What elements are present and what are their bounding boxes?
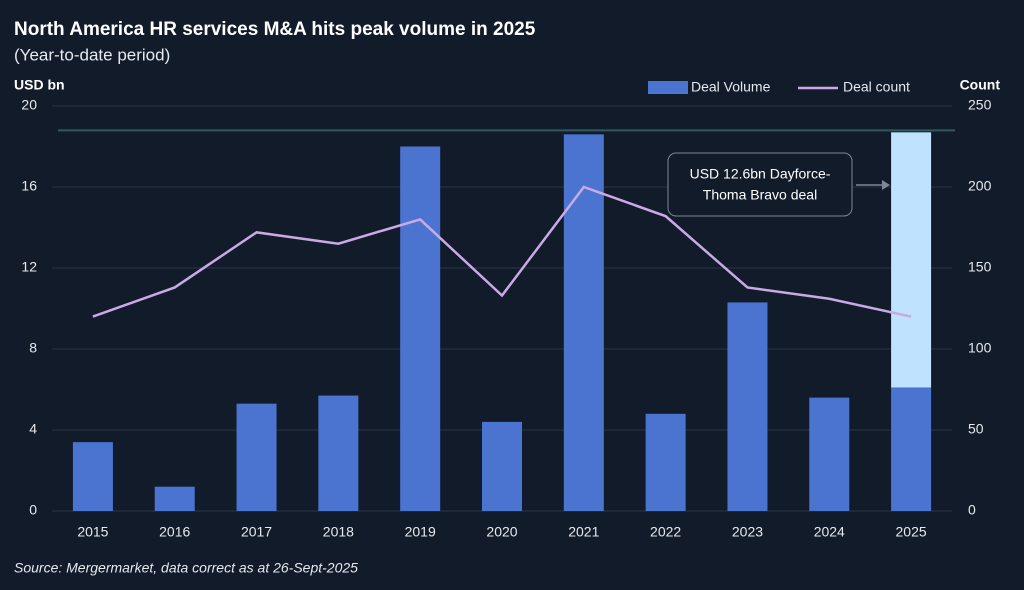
bar xyxy=(809,397,850,511)
line-series xyxy=(92,185,912,318)
y2-axis-title: Count xyxy=(960,77,1001,93)
y2-tick-label: 250 xyxy=(968,97,992,113)
bar xyxy=(236,403,277,511)
y2-tick-label: 0 xyxy=(968,502,976,518)
chart-subtitle: (Year-to-date period) xyxy=(14,45,170,64)
y-tick-label: 0 xyxy=(29,502,37,518)
legend-label: Deal Volume xyxy=(691,79,771,95)
chart-title: North America HR services M&A hits peak … xyxy=(14,19,536,40)
bar xyxy=(400,146,441,511)
y2-tick-label: 100 xyxy=(968,340,992,356)
x-tick-label: 2016 xyxy=(159,524,190,540)
bar xyxy=(891,387,932,511)
bar xyxy=(727,302,768,511)
bar xyxy=(72,442,113,511)
bar xyxy=(563,134,604,511)
bar xyxy=(891,132,932,388)
x-tick-label: 2022 xyxy=(650,524,681,540)
x-tick-label: 2023 xyxy=(732,524,763,540)
x-tick-label: 2019 xyxy=(405,524,436,540)
bar xyxy=(154,486,195,511)
y-tick-label: 12 xyxy=(21,259,37,275)
x-tick-label: 2018 xyxy=(323,524,354,540)
annotation-text: Thoma Bravo deal xyxy=(703,187,817,203)
x-tick-label: 2021 xyxy=(568,524,599,540)
x-tick-label: 2025 xyxy=(896,524,927,540)
source-note: Source: Mergermarket, data correct as at… xyxy=(14,560,358,576)
legend-label: Deal count xyxy=(843,79,910,95)
x-tick-label: 2020 xyxy=(486,524,517,540)
annotation-text: USD 12.6bn Dayforce- xyxy=(690,166,831,182)
y2-tick-label: 150 xyxy=(968,259,992,275)
x-tick-label: 2017 xyxy=(241,524,272,540)
y-tick-label: 16 xyxy=(21,178,37,194)
y2-tick-label: 50 xyxy=(968,421,984,437)
annotation-box xyxy=(667,152,853,217)
y-tick-label: 20 xyxy=(21,97,37,113)
legend-swatch xyxy=(648,81,688,94)
annotation-arrowhead xyxy=(882,180,890,190)
bar xyxy=(645,413,686,511)
bar xyxy=(482,421,522,511)
y2-tick-label: 200 xyxy=(968,178,992,194)
y-tick-label: 8 xyxy=(29,340,37,356)
y-tick-label: 4 xyxy=(29,421,37,437)
x-tick-label: 2015 xyxy=(77,524,108,540)
x-tick-label: 2024 xyxy=(814,524,845,540)
y-axis-title: USD bn xyxy=(14,77,65,93)
bar xyxy=(318,395,359,511)
